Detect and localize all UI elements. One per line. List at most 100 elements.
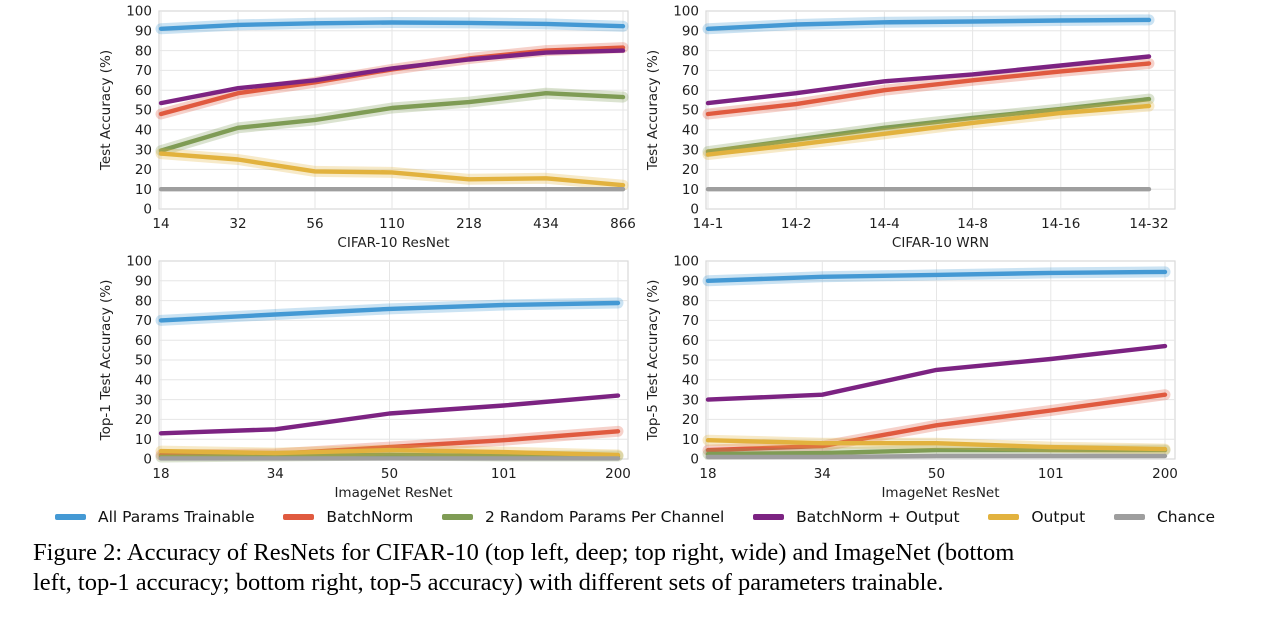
chart-cifar10-wrn: 0 10 20 30 40 50 60 70 80 90 100 14-1 14-2 14-4 14-8 14…	[642, 4, 1187, 253]
legend-label: All Params Trainable	[98, 508, 255, 526]
y-tick-label: 90	[135, 274, 152, 290]
x-tick-label: 14-32	[1129, 216, 1168, 232]
series-line-all-params-trainable	[705, 269, 1168, 283]
x-tick-label: 18	[699, 466, 716, 482]
y-tick-label: 60	[682, 83, 699, 99]
x-tick-label: 14-16	[1041, 216, 1080, 232]
legend-swatch-2-random-params-per-channel	[442, 514, 474, 520]
legend-item-all-params-trainable: All Params Trainable	[55, 508, 255, 526]
y-tick-label: 50	[682, 353, 699, 369]
series-line-all-params-trainable	[158, 20, 626, 31]
legend-label: BatchNorm	[326, 508, 414, 526]
y-tick-label: 0	[143, 452, 152, 468]
x-tick-label: 32	[229, 216, 246, 232]
x-tick-label: 866	[610, 216, 636, 232]
y-tick-label: 70	[135, 313, 152, 329]
y-tick-label: 50	[135, 353, 152, 369]
caption-line-2: left, top-1 accuracy; bottom right, top-…	[33, 569, 944, 596]
x-tick-label: 434	[533, 216, 559, 232]
series-line-output	[705, 103, 1152, 157]
y-tick-label: 90	[682, 24, 699, 40]
y-axis-label: Top-5 Test Accuracy (%)	[645, 280, 661, 442]
series-line-2-random-params-per-channel	[705, 96, 1152, 154]
x-axis-label: ImageNet ResNet	[334, 485, 452, 501]
x-tick-label: 14-2	[781, 216, 812, 232]
legend-label: Output	[1031, 508, 1086, 526]
series-line-chance	[705, 453, 1168, 460]
legend-item-batchnorm: BatchNorm	[283, 508, 413, 526]
x-tick-label: 18	[152, 466, 169, 482]
series-line-batchnorm-output	[158, 393, 621, 436]
x-tick-label: 14-8	[957, 216, 988, 232]
x-tick-label: 200	[605, 466, 631, 482]
x-tick-label: 50	[381, 466, 398, 482]
y-tick-label: 80	[135, 43, 152, 59]
chart-cifar10-resnet: 0 10 20 30 40 50 60 70 80 90 100 14 32 56 110 218 434 866…	[95, 4, 640, 253]
y-tick-label: 20	[135, 412, 152, 428]
chart-svg: 0 10 20 30 40 50 60 70 80 90 100 14-1 14-2 14-4 14-8 14…	[645, 4, 1176, 251]
y-tick-label: 0	[690, 202, 699, 218]
x-tick-label: 110	[379, 216, 405, 232]
y-tick-label: 50	[135, 103, 152, 119]
legend-swatch-batchnorm-plus-output	[753, 514, 785, 520]
x-tick-label: 34	[267, 466, 284, 482]
y-tick-label: 80	[135, 293, 152, 309]
y-tick-label: 70	[135, 63, 152, 79]
chart-svg: 0 10 20 30 40 50 60 70 80 90 100 18 34 50 101 200 ImageN…	[645, 254, 1178, 501]
y-tick-label: 30	[135, 392, 152, 408]
caption-line-1: Figure 2: Accuracy of ResNets for CIFAR-…	[33, 539, 1015, 566]
y-tick-label: 10	[682, 182, 699, 198]
series-line-output	[705, 437, 1168, 452]
x-tick-label: 50	[928, 466, 945, 482]
legend-item-2-random-params-per-channel: 2 Random Params Per Channel	[442, 508, 724, 526]
x-tick-label: 101	[491, 466, 517, 482]
legend-item-output: Output	[988, 508, 1085, 526]
x-tick-label: 101	[1038, 466, 1064, 482]
x-tick-label: 200	[1152, 466, 1178, 482]
x-tick-label: 14	[152, 216, 169, 232]
y-tick-label: 100	[126, 255, 152, 270]
chart-svg: 0 10 20 30 40 50 60 70 80 90 100 18 34 50 101 200 ImageN…	[98, 254, 631, 501]
legend-item-chance: Chance	[1113, 508, 1215, 526]
y-tick-label: 100	[126, 5, 152, 20]
series-line-batchnorm-output	[705, 343, 1168, 402]
y-axis-label: Test Accuracy (%)	[645, 50, 661, 171]
legend-label: 2 Random Params Per Channel	[485, 508, 725, 526]
y-tick-label: 20	[682, 162, 699, 178]
y-tick-label: 70	[682, 63, 699, 79]
y-tick-label: 0	[143, 202, 152, 218]
legend-swatch-all-params-trainable	[55, 514, 86, 520]
legend-swatch-batchnorm	[283, 514, 315, 520]
y-tick-label: 40	[682, 123, 699, 139]
series-line-all-params-trainable	[705, 17, 1152, 31]
y-tick-label: 20	[135, 162, 152, 178]
y-tick-label: 30	[682, 392, 699, 408]
y-tick-label: 70	[682, 313, 699, 329]
y-tick-label: 100	[673, 255, 699, 270]
y-tick-label: 40	[135, 123, 152, 139]
y-tick-label: 90	[135, 24, 152, 40]
y-axis-label: Top-1 Test Accuracy (%)	[98, 280, 114, 442]
y-tick-label: 0	[690, 452, 699, 468]
series-line-all-params-trainable	[158, 300, 621, 323]
y-tick-label: 80	[682, 43, 699, 59]
series-line-output	[158, 447, 621, 458]
x-tick-label: 14-1	[693, 216, 724, 232]
x-tick-label: 34	[814, 466, 831, 482]
y-axis-label: Test Accuracy (%)	[98, 50, 114, 171]
legend: All Params Trainable BatchNorm 2 Random …	[55, 504, 1215, 530]
y-tick-label: 80	[682, 293, 699, 309]
legend-swatch-output	[988, 514, 1020, 520]
chart-svg: 0 10 20 30 40 50 60 70 80 90 100 14 32 56 110 218 434 866…	[98, 4, 636, 251]
x-tick-label: 218	[456, 216, 482, 232]
legend-swatch-chance	[1113, 514, 1145, 520]
y-tick-label: 60	[682, 333, 699, 349]
y-tick-label: 100	[673, 5, 699, 20]
x-tick-label: 56	[306, 216, 323, 232]
series-line-2-random-params-per-channel	[158, 90, 626, 153]
y-tick-label: 40	[135, 373, 152, 389]
y-tick-label: 60	[135, 333, 152, 349]
chart-imagenet-resnet-top5: 0 10 20 30 40 50 60 70 80 90 100 18 34 50 101 200 ImageN…	[642, 254, 1187, 503]
y-tick-label: 90	[682, 274, 699, 290]
